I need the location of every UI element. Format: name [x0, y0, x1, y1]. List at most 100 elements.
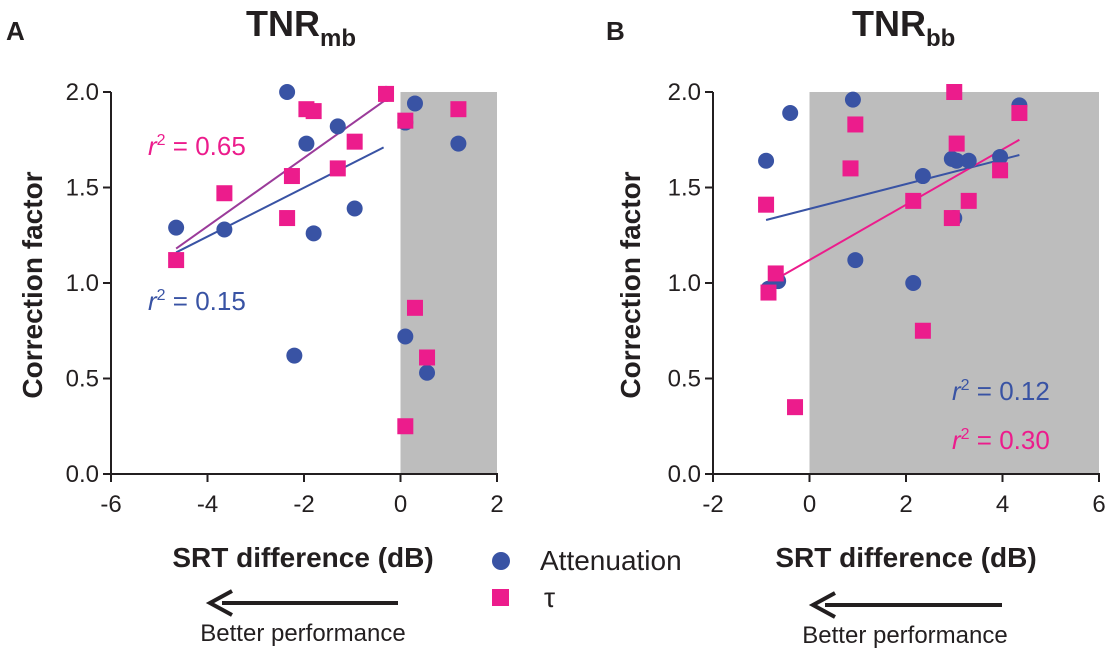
- panel-b-tau-point: [905, 192, 922, 209]
- panel-b-attenuation-point: [992, 148, 1009, 165]
- panel-b-tau-point: [960, 192, 977, 209]
- panel-a-points: [168, 84, 467, 435]
- panel-b-x-label: SRT difference (dB): [775, 542, 1036, 573]
- panel-a-shaded-region: [400, 92, 497, 474]
- panel-b-tau-point: [992, 162, 1009, 179]
- panel-a-tau-point: [279, 210, 296, 227]
- panel-a-x-tick-label: 0: [394, 491, 407, 518]
- arrow-a-label: Better performance: [200, 620, 405, 647]
- panel-b: B TNRbb 0.0 0.5 1.0 1.5 2.0 -2 0 2 4 6 SRT diffe…: [606, 3, 1106, 573]
- panel-b-tau-point: [758, 196, 775, 213]
- panel-b-tau-fit-line: [765, 138, 1020, 286]
- panel-a-y-tick-label: 1.0: [66, 270, 99, 297]
- panel-a-attenuation-point: [406, 95, 423, 112]
- panel-b-tau-r2: r2 = 0.30: [952, 425, 1050, 455]
- panel-b-tau-point: [767, 265, 784, 282]
- panel-b-y-tick-label: 0.0: [668, 461, 701, 488]
- panel-b-attenuation-point: [847, 252, 864, 269]
- panel-b-tau-point: [914, 322, 931, 339]
- panel-a: A TNRmb 0.0 0.5 1.0 1.5 2.0 -6 -4 -2 0 2 SRT dif…: [6, 3, 504, 573]
- panel-b-attenuation-point: [905, 275, 922, 291]
- panel-a-tau-point: [419, 349, 436, 366]
- panel-a-x-tick-label: 2: [490, 491, 503, 518]
- panel-a-attenuation-point: [279, 84, 296, 100]
- panel-b-attenuation-point: [782, 105, 799, 122]
- panel-a-tau-r2: r2 = 0.65: [148, 131, 246, 161]
- panel-a-y-tick-label: 2.0: [66, 79, 99, 106]
- panel-a-tau-fit-line: [175, 98, 387, 250]
- panel-a-tau-point: [406, 299, 423, 316]
- panel-b-x-ticks: -2 0 2 4 6: [702, 474, 1106, 518]
- panel-b-attenuation-point: [948, 152, 965, 169]
- panel-a-tau-point: [168, 252, 185, 269]
- panel-b-y-tick-label: 1.5: [668, 175, 701, 202]
- panel-a-attenuation-point: [298, 135, 315, 152]
- panel-a-tau-point: [346, 133, 363, 150]
- panel-a-fit-lines: [175, 98, 387, 254]
- panel-a-attenuation-point: [450, 135, 467, 152]
- legend: Attenuation τ: [492, 545, 682, 613]
- panel-a-attenuation-fit-line: [175, 146, 385, 254]
- panel-b-tau-point: [948, 135, 965, 152]
- panel-a-attenuation-point: [305, 225, 322, 242]
- panel-a-y-tick-label: 1.5: [66, 175, 99, 202]
- panel-a-x-tick-label: -6: [100, 491, 121, 518]
- panel-a-x-ticks: -6 -4 -2 0 2: [100, 474, 504, 518]
- panel-a-attenuation-r2: r2 = 0.15: [148, 286, 246, 316]
- panel-b-axes: [712, 92, 1100, 475]
- panel-a-y-tick-label: 0.5: [66, 366, 99, 393]
- panel-a-tau-point: [378, 85, 395, 102]
- panel-b-attenuation-point: [960, 152, 977, 169]
- panel-b-title: TNRbb: [852, 3, 955, 52]
- panel-a-tau-point: [305, 103, 322, 120]
- panel-a-y-label: Correction factor: [17, 171, 48, 398]
- panel-b-tau-point: [1011, 105, 1028, 122]
- panel-b-x-tick-label: 6: [1092, 491, 1105, 518]
- panel-a-x-tick-label: -2: [293, 491, 314, 518]
- panel-a-attenuation-point: [346, 200, 363, 217]
- panel-a-attenuation-point: [329, 118, 346, 135]
- legend-tau-marker: [492, 589, 509, 606]
- arrow-a-head: [205, 589, 233, 617]
- legend-attenuation-marker: [492, 552, 510, 570]
- panel-a-x-label: SRT difference (dB): [172, 542, 433, 573]
- panel-b-y-label: Correction factor: [615, 171, 646, 398]
- legend-attenuation-label: Attenuation: [540, 545, 682, 576]
- arrow-b-label: Better performance: [802, 622, 1007, 649]
- panel-a-attenuation-point: [397, 328, 414, 345]
- panel-b-fit-lines: [765, 138, 1020, 286]
- panel-a-tau-point: [450, 101, 467, 118]
- legend-tau-label: τ: [544, 582, 555, 613]
- panel-b-attenuation-fit-line: [765, 154, 1020, 221]
- panel-b-tau-point: [787, 399, 804, 416]
- panel-b-tau-point: [847, 116, 864, 133]
- panel-b-attenuation-point: [844, 91, 861, 108]
- panel-a-tau-point: [283, 168, 300, 185]
- panel-b-attenuation-point: [914, 168, 931, 185]
- panel-a-axes: [110, 92, 498, 475]
- panel-a-letter: A: [6, 16, 25, 46]
- panel-a-attenuation-point: [286, 347, 303, 364]
- arrow-b-head: [808, 591, 836, 619]
- panel-b-y-tick-label: 0.5: [668, 366, 701, 393]
- panel-a-y-tick-label: 0.0: [66, 461, 99, 488]
- panel-a-tau-point: [397, 112, 414, 129]
- panel-b-letter: B: [606, 16, 625, 46]
- panel-b-y-tick-label: 1.0: [668, 270, 701, 297]
- better-performance-arrow-a: Better performance: [200, 589, 406, 647]
- panel-a-attenuation-point: [419, 364, 436, 381]
- panel-b-x-tick-label: 4: [996, 491, 1009, 518]
- better-performance-arrow-b: Better performance: [802, 591, 1008, 649]
- panel-a-tau-point: [397, 418, 414, 435]
- panel-a-attenuation-point: [216, 221, 233, 238]
- panel-b-x-tick-label: 0: [803, 491, 816, 518]
- panel-b-attenuation-point: [758, 152, 775, 169]
- panel-b-y-tick-label: 2.0: [668, 79, 701, 106]
- panel-a-tau-point: [329, 160, 346, 177]
- panel-b-y-ticks: 0.0 0.5 1.0 1.5 2.0: [668, 79, 713, 488]
- panel-a-x-tick-label: -4: [197, 491, 218, 518]
- panel-a-y-ticks: 0.0 0.5 1.0 1.5 2.0: [66, 79, 111, 488]
- panel-b-attenuation-r2: r2 = 0.12: [952, 376, 1050, 406]
- panel-a-attenuation-point: [168, 219, 185, 236]
